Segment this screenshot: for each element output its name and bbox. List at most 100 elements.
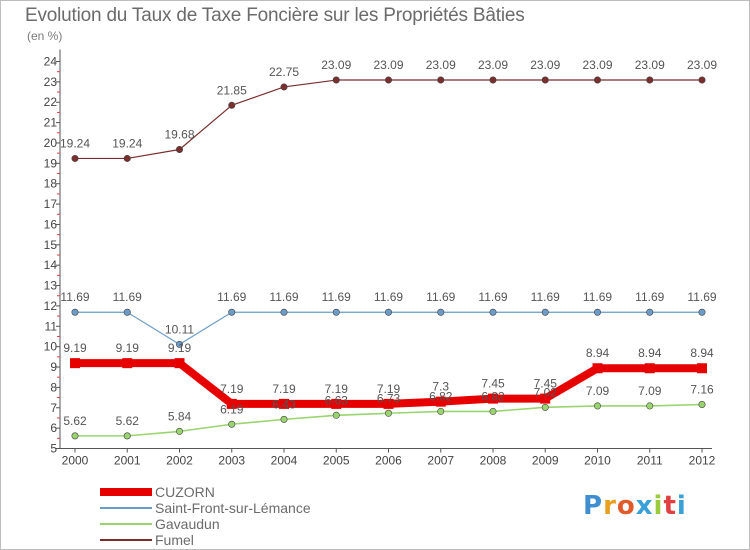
y-tick-label: 10 — [44, 340, 58, 354]
axes: 5 6 7 8 9 10 11 12 13 14 15 16 17 18 19 20 21 22 23 24 2000 2… — [44, 49, 716, 468]
data-label: 5.84 — [168, 409, 192, 423]
data-point — [332, 76, 340, 84]
data-label: 11.69 — [374, 290, 403, 304]
proxiti-logo: Proxiti — [583, 491, 687, 521]
data-label: 7.02 — [534, 385, 558, 399]
data-point — [71, 154, 79, 162]
data-label: 23.09 — [687, 58, 717, 72]
data-point — [228, 308, 236, 316]
data-point — [279, 398, 289, 409]
x-tick-label: 2000 — [62, 454, 89, 468]
data-label: 22.75 — [269, 65, 299, 79]
data-point — [280, 415, 288, 423]
data-point — [646, 76, 654, 84]
logo-letter: o — [616, 491, 636, 521]
data-point — [435, 396, 446, 407]
data-point — [437, 407, 445, 415]
data-point — [698, 76, 706, 84]
y-tick-label: 23 — [44, 75, 58, 89]
data-point — [174, 358, 185, 369]
data-label: 7.19 — [220, 382, 244, 396]
data-label: 5.62 — [116, 414, 140, 428]
y-tick-label: 7 — [50, 401, 57, 415]
data-label: 23.09 — [635, 58, 665, 72]
data-label: 11.69 — [269, 290, 298, 304]
y-tick-label: 6 — [50, 421, 57, 435]
data-label: 23.09 — [478, 58, 508, 72]
data-label: 23.09 — [373, 58, 403, 72]
data-label: 9.19 — [116, 341, 140, 355]
data-label: 11.69 — [60, 290, 89, 304]
data-label: 23.09 — [321, 58, 351, 72]
y-tick-label: 24 — [44, 55, 58, 69]
y-tick-label: 20 — [44, 136, 58, 150]
data-label: 7.45 — [534, 377, 558, 391]
data-point — [228, 420, 236, 428]
y-axis-unit: (en %) — [27, 29, 63, 43]
data-label: 6.19 — [220, 402, 244, 416]
y-tick-label: 12 — [44, 299, 58, 313]
data-label: 11.69 — [426, 290, 455, 304]
data-label: 10.11 — [165, 322, 194, 336]
data-label: 6.82 — [481, 389, 505, 403]
data-point — [280, 308, 288, 316]
y-tick-label: 8 — [50, 380, 57, 394]
data-point — [384, 308, 392, 316]
data-label: 6.82 — [429, 389, 453, 403]
data-point — [71, 308, 79, 316]
data-point — [541, 403, 549, 411]
x-tick-label: 2006 — [375, 454, 402, 468]
data-point — [644, 363, 655, 374]
y-tick-label: 14 — [44, 258, 58, 272]
x-tick-label: 2001 — [114, 454, 141, 468]
data-label: 11.69 — [583, 290, 612, 304]
x-tick-label: 2009 — [532, 454, 559, 468]
legend-label: CUZORN — [155, 484, 215, 500]
data-label: 11.69 — [217, 290, 246, 304]
data-point — [228, 101, 236, 109]
data-point — [437, 308, 445, 316]
data-point — [437, 76, 445, 84]
y-tick-label: 13 — [44, 279, 58, 293]
data-point — [384, 76, 392, 84]
legend-label: Gavaudun — [155, 516, 220, 532]
y-tick-label: 18 — [44, 177, 58, 191]
y-tick-label: 16 — [44, 217, 58, 231]
data-point — [176, 427, 184, 435]
y-tick-label: 9 — [50, 360, 57, 374]
data-point — [540, 393, 551, 404]
data-point — [697, 363, 707, 374]
y-tick-label: 21 — [44, 116, 58, 130]
logo-letter: t — [663, 491, 677, 521]
x-tick-label: 2010 — [584, 454, 611, 468]
y-tick-label: 19 — [44, 156, 58, 170]
data-label: 23.09 — [530, 58, 560, 72]
data-label: 9.19 — [168, 341, 192, 355]
data-point — [593, 76, 601, 84]
x-tick-label: 2008 — [480, 454, 507, 468]
data-point — [593, 402, 601, 410]
data-label: 5.62 — [63, 414, 87, 428]
data-label: 11.69 — [531, 290, 560, 304]
data-label: 11.69 — [687, 290, 716, 304]
data-point — [123, 308, 131, 316]
data-label: 8.94 — [586, 346, 610, 360]
series-line-Fumel — [75, 79, 702, 160]
y-tick-label: 17 — [44, 197, 58, 211]
data-label: 7.45 — [481, 377, 505, 391]
x-tick-label: 2007 — [427, 454, 454, 468]
data-point — [592, 363, 603, 374]
data-point — [384, 409, 392, 417]
data-label: 7.09 — [638, 384, 662, 398]
data-label: 7.19 — [377, 382, 401, 396]
data-label: 7.19 — [325, 382, 349, 396]
y-tick-label: 15 — [44, 238, 58, 252]
data-point — [280, 83, 288, 91]
x-tick-label: 2003 — [218, 454, 245, 468]
data-point — [71, 432, 79, 440]
data-label: 19.68 — [164, 127, 194, 141]
legend-label: Saint-Front-sur-Lémance — [155, 500, 311, 516]
data-point — [123, 154, 131, 162]
